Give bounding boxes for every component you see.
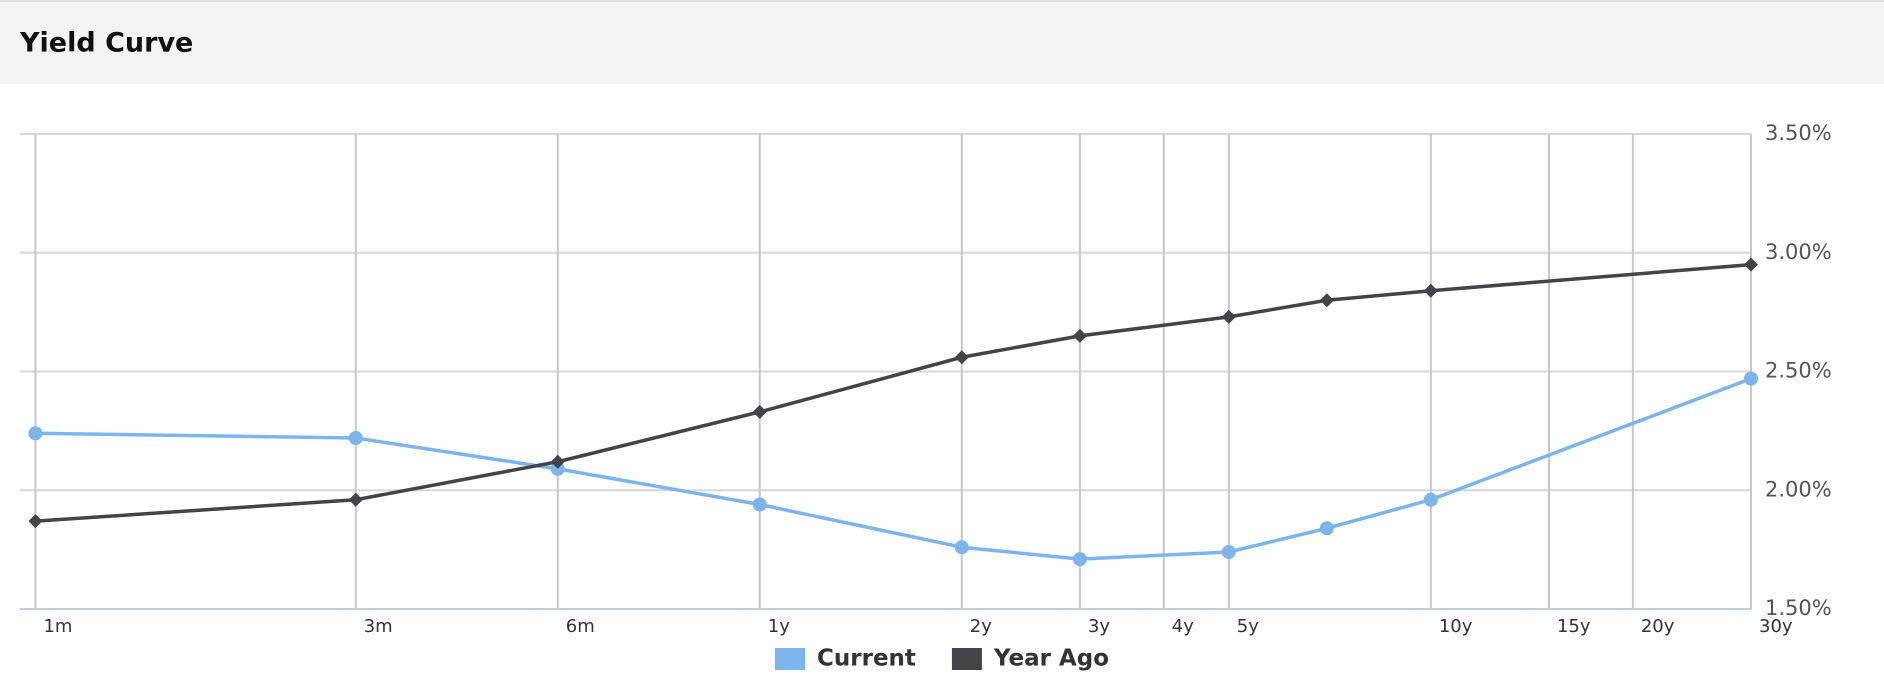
chart-title: Yield Curve — [19, 28, 193, 59]
x-tick-label: 30y — [1759, 616, 1793, 637]
x-tick-label: 3m — [364, 616, 393, 637]
x-tick-label: 15y — [1557, 616, 1591, 637]
x-tick-label: 1y — [768, 616, 790, 637]
point — [550, 461, 565, 476]
x-tick-label: 20y — [1641, 616, 1675, 637]
y-tick-label: 2.00% — [1765, 477, 1832, 501]
point — [954, 350, 969, 365]
point — [1221, 545, 1236, 559]
point — [752, 497, 767, 512]
point — [348, 431, 363, 445]
y-tick-label: 2.50% — [1765, 359, 1832, 383]
point — [1319, 521, 1334, 536]
point — [1744, 257, 1758, 272]
point — [954, 540, 969, 555]
point — [1072, 328, 1087, 343]
point — [1072, 552, 1087, 567]
x-tick-label: 6m — [566, 616, 595, 637]
point — [1221, 309, 1236, 324]
x-tick-label: 10y — [1439, 616, 1473, 637]
legend-label: Current — [817, 646, 916, 672]
x-tick-label: 1m — [43, 616, 72, 637]
y-tick-label: 1.50% — [1765, 596, 1832, 620]
point — [550, 454, 565, 469]
y-tick-label: 3.50% — [1765, 121, 1832, 145]
point — [752, 404, 767, 419]
point — [1744, 371, 1758, 386]
y-tick-label: 3.00% — [1765, 240, 1832, 264]
header-band — [0, 0, 1884, 84]
point — [28, 426, 43, 441]
legend-label: Year Ago — [993, 646, 1109, 672]
point — [348, 492, 363, 507]
legend-swatch — [951, 648, 982, 670]
point — [1423, 283, 1438, 298]
x-tick-label: 4y — [1172, 616, 1194, 637]
point — [1423, 492, 1438, 507]
x-tick-label: 2y — [970, 616, 992, 637]
legend-swatch — [775, 648, 805, 670]
point — [28, 514, 43, 529]
x-tick-label: 3y — [1088, 616, 1110, 637]
series-line — [35, 376, 1752, 561]
point — [1319, 293, 1334, 308]
x-tick-label: 5y — [1237, 616, 1259, 637]
series-line — [35, 262, 1752, 523]
